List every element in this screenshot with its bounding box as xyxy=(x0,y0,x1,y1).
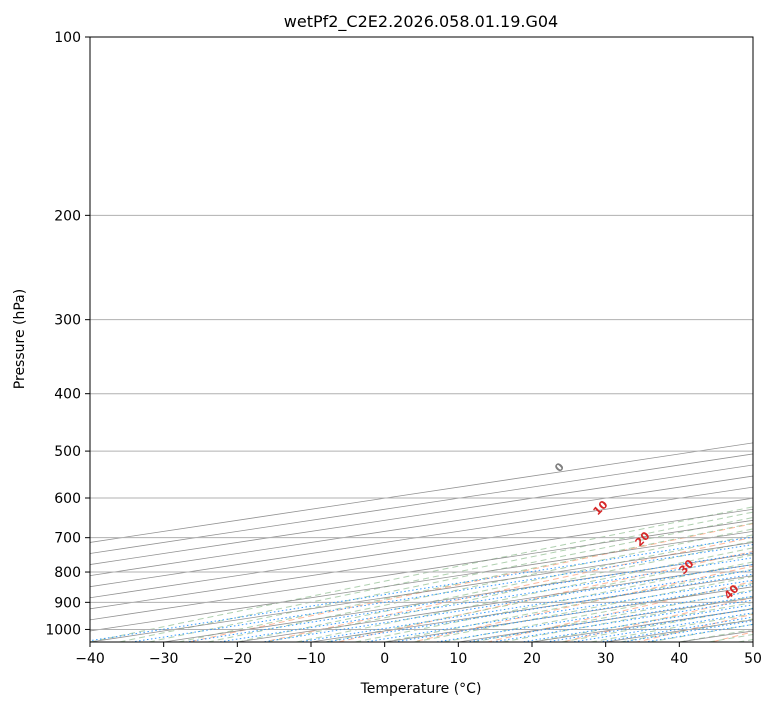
x-tick-label: −20 xyxy=(223,651,253,667)
plot-frame xyxy=(89,36,754,643)
moist-adiabat xyxy=(325,554,753,642)
x-tick-label: −10 xyxy=(296,651,326,667)
moist-adiabat xyxy=(414,575,753,642)
x-tick-label: 40 xyxy=(670,651,688,667)
dry-adiabats xyxy=(188,523,753,642)
x-tick-label: 10 xyxy=(449,651,467,667)
x-axis: −40 −30 −20 −10 0 10 20 30 40 50 xyxy=(75,642,762,667)
pressure-gridlines xyxy=(90,37,753,630)
x-tick-label: 30 xyxy=(597,651,615,667)
dry-adiabat xyxy=(562,597,753,642)
y-tick-label: 600 xyxy=(54,491,81,507)
x-tick-label: −30 xyxy=(149,651,179,667)
isotherm xyxy=(90,519,753,621)
isotherm xyxy=(90,475,753,577)
mixing-ratio-line xyxy=(326,573,753,642)
dry-adiabat xyxy=(338,550,753,642)
isotherm xyxy=(90,497,753,599)
mixing-ratio-line xyxy=(262,563,753,642)
x-tick-label: 20 xyxy=(523,651,541,667)
isotherms xyxy=(90,442,753,642)
y-axis-label: Pressure (hPa) xyxy=(12,289,28,389)
isotherm xyxy=(90,486,753,588)
chart-title: wetPf2_C2E2.2026.058.01.19.G04 xyxy=(284,12,558,32)
x-axis-label: Temperature (°C) xyxy=(360,681,482,697)
y-tick-label: 800 xyxy=(54,565,81,581)
x-tick-label: 50 xyxy=(744,651,762,667)
isotherm xyxy=(90,464,753,565)
y-tick-label: 700 xyxy=(54,531,81,547)
y-tick-label: 200 xyxy=(54,208,81,224)
y-tick-label: 900 xyxy=(54,595,81,611)
y-tick-label: 400 xyxy=(54,387,81,403)
mixing-ratio-line xyxy=(131,544,753,642)
mixing-ratio-line xyxy=(436,590,753,642)
mixing-ratio-line xyxy=(492,599,753,642)
y-tick-label: 300 xyxy=(54,313,81,329)
y-axis: 100 200 300 400 500 600 700 800 900 1000 xyxy=(45,30,90,638)
moist-adiabat xyxy=(296,547,753,642)
isotherm xyxy=(90,530,753,632)
dry-adiabat xyxy=(263,536,753,642)
mixing-ratio-lines xyxy=(90,536,753,642)
moist-adiabat xyxy=(355,561,753,642)
mixing-ratio-line xyxy=(218,557,753,642)
isotherm xyxy=(90,442,753,543)
y-tick-label: 500 xyxy=(54,444,81,460)
isotherm xyxy=(90,508,753,610)
x-tick-label: −40 xyxy=(75,651,105,667)
moist-adiabat xyxy=(473,589,753,642)
y-tick-label: 1000 xyxy=(45,622,81,638)
plot-area: 0.10.20.40.611.52346810131620253036-100-… xyxy=(90,37,753,642)
isotherm xyxy=(90,453,753,554)
y-tick-label: 100 xyxy=(54,30,81,46)
mixing-ratio-line xyxy=(394,584,753,642)
x-tick-label: 0 xyxy=(380,651,389,667)
